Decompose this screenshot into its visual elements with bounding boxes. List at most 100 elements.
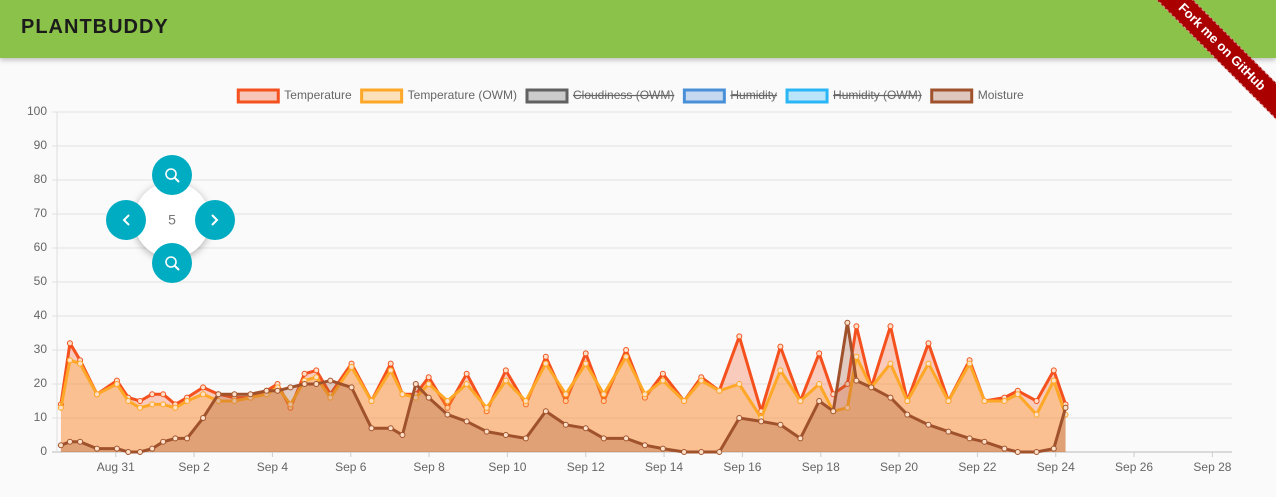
data-point	[981, 398, 988, 404]
data-point	[125, 449, 132, 455]
data-point	[313, 374, 320, 381]
y-tick-label: 80	[34, 172, 48, 186]
y-tick-label: 40	[34, 308, 48, 322]
data-point	[263, 387, 270, 394]
data-point	[623, 347, 630, 353]
legend-label: Temperature (OWM)	[408, 88, 517, 102]
legend-item[interactable]: Cloudiness (OWM)	[525, 88, 674, 104]
legend-item[interactable]: Moisture	[930, 88, 1024, 104]
data-point	[160, 391, 167, 398]
data-point	[1014, 449, 1021, 455]
data-point	[844, 319, 851, 326]
legend-label: Temperature	[284, 88, 352, 102]
data-point	[77, 438, 84, 445]
x-tick-label: Sep 8	[413, 460, 445, 474]
data-point	[444, 411, 451, 418]
x-tick-label: Sep 20	[880, 460, 918, 474]
data-point	[562, 398, 569, 404]
data-point	[797, 435, 804, 442]
data-point	[287, 384, 294, 391]
data-point	[777, 367, 784, 374]
data-point	[582, 425, 589, 432]
y-tick-label: 90	[34, 138, 48, 152]
data-point	[247, 391, 254, 398]
data-point	[160, 438, 167, 445]
zoom-control: 5	[106, 155, 235, 283]
y-tick-label: 70	[34, 206, 48, 220]
data-point	[57, 404, 64, 411]
zoom-dial	[134, 182, 210, 258]
x-tick-label: Aug 31	[97, 460, 135, 474]
data-point	[659, 445, 666, 452]
data-point	[816, 381, 823, 387]
data-point	[463, 418, 470, 425]
series-line	[60, 321, 1067, 454]
data-point	[184, 435, 191, 442]
data-point	[1001, 398, 1008, 404]
data-point	[348, 364, 355, 370]
data-point	[853, 353, 860, 360]
legend-item[interactable]: Humidity (OWM)	[785, 88, 922, 104]
pan-right-button[interactable]	[195, 200, 235, 240]
data-point	[887, 394, 894, 401]
data-point	[149, 401, 156, 408]
x-tick-label: Sep 12	[567, 460, 605, 474]
y-tick-label: 50	[34, 274, 48, 288]
data-point	[904, 398, 911, 404]
data-point	[659, 370, 666, 377]
data-point	[698, 377, 705, 384]
legend-item[interactable]: Temperature (OWM)	[360, 88, 517, 104]
series-area	[60, 326, 1066, 452]
zoom-in-button[interactable]	[152, 155, 192, 195]
data-point	[904, 411, 911, 418]
data-point	[172, 404, 179, 411]
data-point	[137, 398, 144, 404]
data-point	[777, 343, 784, 350]
data-point	[93, 445, 100, 452]
data-point	[425, 394, 432, 401]
x-tick-label: Sep 18	[802, 460, 840, 474]
data-point	[853, 377, 860, 384]
data-point	[327, 394, 334, 401]
data-point	[925, 360, 932, 367]
data-point	[925, 421, 932, 428]
data-point	[172, 435, 179, 442]
data-point	[66, 340, 73, 347]
data-point	[853, 323, 860, 330]
data-point	[125, 398, 132, 404]
data-point	[1014, 391, 1021, 398]
data-point	[444, 404, 451, 411]
y-tick-label: 10	[34, 410, 48, 424]
data-point	[582, 360, 589, 367]
data-point	[925, 340, 932, 347]
legend-item[interactable]: Temperature	[236, 88, 352, 104]
legend-item[interactable]: Humidity	[682, 88, 777, 104]
zoom-out-button[interactable]	[152, 243, 192, 283]
data-point	[231, 391, 238, 398]
legend-label: Humidity	[730, 88, 777, 102]
data-point	[483, 428, 490, 435]
data-point	[736, 415, 743, 421]
data-point	[542, 360, 549, 367]
data-point	[542, 353, 549, 360]
zoom-level: 5	[168, 212, 176, 228]
x-tick-label: Sep 14	[645, 460, 683, 474]
data-point	[1033, 449, 1040, 455]
data-point	[387, 425, 394, 432]
legend-label: Moisture	[978, 88, 1024, 102]
data-point	[137, 404, 144, 411]
data-point	[313, 381, 320, 387]
pan-left-button[interactable]	[106, 200, 146, 240]
data-point	[681, 398, 688, 404]
data-point	[425, 374, 432, 381]
data-point	[463, 370, 470, 377]
data-point	[600, 398, 607, 404]
data-point	[816, 398, 823, 404]
data-point	[1050, 367, 1057, 374]
data-point	[698, 449, 705, 455]
legend-swatch	[682, 88, 726, 104]
data-point	[200, 391, 207, 398]
data-point	[736, 381, 743, 387]
x-tick-label: Sep 26	[1115, 460, 1153, 474]
